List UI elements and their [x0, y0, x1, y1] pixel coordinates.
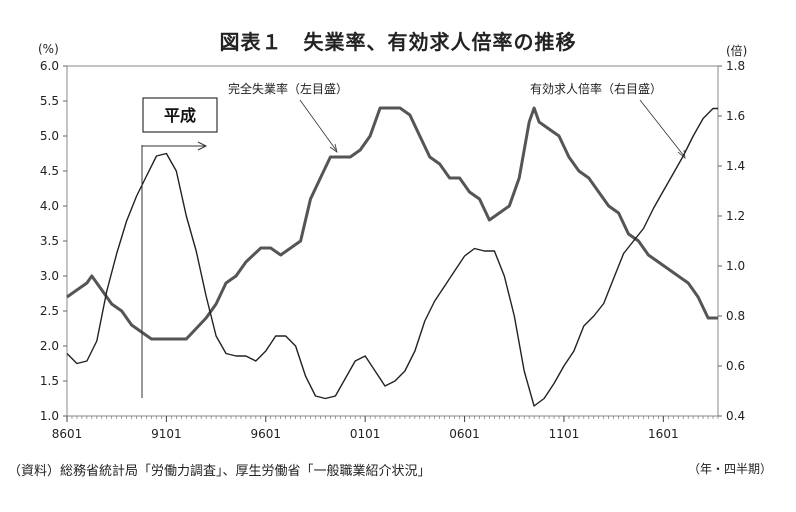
job-ratio-leader-head: [677, 149, 686, 159]
right-axis: 0.4 0.6 0.8 1.0 1.2 1.4 1.6 1.8: [718, 59, 745, 423]
x-tick-label: 1101: [549, 427, 580, 441]
job-ratio-leader: [639, 99, 685, 157]
x-tick-label: 9601: [251, 427, 282, 441]
right-tick-label: 1.8: [726, 59, 745, 73]
job-ratio-label: 有効求人倍率（右目盛）: [530, 81, 662, 96]
heisei-label: 平成: [164, 106, 196, 125]
left-axis: 1.0 1.5 2.0 2.5 3.0 3.5 4.0 4.5 5.0 5.5 6.0: [40, 59, 67, 423]
left-tick-label: 3.0: [40, 269, 59, 283]
left-tick-label: 5.5: [40, 94, 59, 108]
source-note: （資料）総務省統計局「労働力調査」、厚生労働省「一般職業紹介状況」: [8, 464, 431, 479]
right-tick-label: 0.8: [726, 309, 745, 323]
unemployment-leader: [299, 99, 337, 151]
heisei-box: [142, 97, 218, 133]
x-tick-label: 1601: [648, 427, 679, 441]
x-tick-label: 0601: [449, 427, 480, 441]
x-axis-unit: （年・四半期）: [687, 462, 772, 476]
unemployment-label: 完全失業率（左目盛）: [228, 81, 348, 96]
right-axis-unit: (倍): [726, 44, 748, 58]
right-tick-label: 1.2: [726, 209, 745, 223]
chart-title: 図表１ 失業率、有効求人倍率の推移: [219, 30, 577, 54]
heisei-arrow-head: [197, 141, 208, 151]
left-tick-label: 3.5: [40, 234, 59, 248]
unemployment-leader-head: [329, 143, 338, 153]
left-tick-label: 4.5: [40, 164, 59, 178]
left-tick-label: 2.5: [40, 304, 59, 318]
x-tick-label: 0101: [350, 427, 381, 441]
right-tick-label: 1.4: [726, 159, 745, 173]
x-tick-label: 8601: [52, 427, 83, 441]
left-tick-label: 1.0: [40, 409, 59, 423]
right-tick-label: 0.4: [726, 409, 745, 423]
left-tick-label: 1.5: [40, 374, 59, 388]
unemployment-rate-line: [66, 106, 718, 341]
x-axis: 8601 9101 9601 0101 0601 1101 1601: [52, 416, 719, 441]
left-tick-label: 6.0: [40, 59, 59, 73]
x-tick-label: 9101: [151, 427, 182, 441]
left-axis-unit: (%): [38, 42, 59, 56]
left-tick-label: 2.0: [40, 339, 59, 353]
left-tick-label: 4.0: [40, 199, 59, 213]
line-chart: 1.0 1.5 2.0 2.5 3.0 3.5 4.0 4.5 5.0 5.5 6.0 0.4 0.6…: [40, 59, 745, 441]
right-tick-label: 1.0: [726, 259, 745, 273]
right-tick-label: 1.6: [726, 109, 745, 123]
series-group: [66, 106, 718, 407]
left-tick-label: 5.0: [40, 129, 59, 143]
right-tick-label: 0.6: [726, 359, 745, 373]
job-offers-ratio-line: [66, 107, 718, 407]
